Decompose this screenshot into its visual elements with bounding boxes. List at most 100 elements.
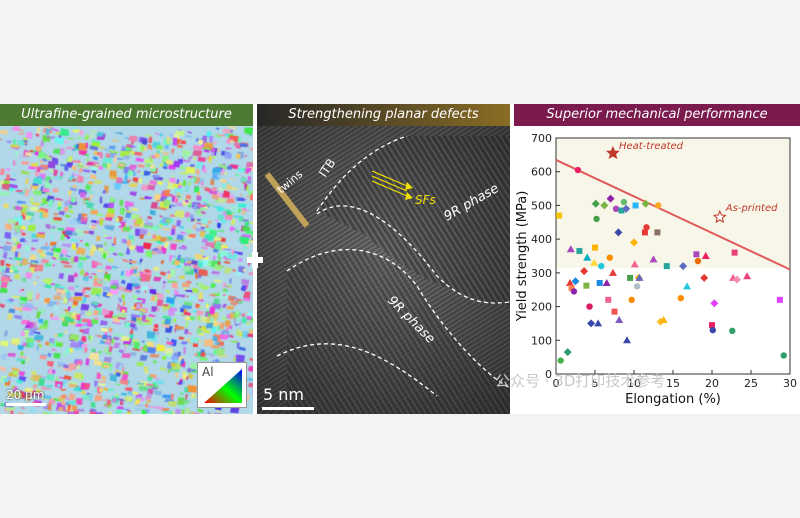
data-point [654,229,661,236]
data-point [694,257,702,265]
data-point [592,244,598,251]
data-point [677,294,684,302]
microstructure-panel-title: Ultrafine-grained microstructure [0,104,253,126]
data-point [729,327,736,335]
data-point [663,263,670,270]
data-point [591,199,600,208]
data-point [700,273,709,282]
highlight-star-marker [712,209,727,224]
data-point [587,319,596,328]
sfs-label: SFs [415,193,436,207]
y-tick-label: 700 [531,132,552,145]
data-point [679,262,688,271]
data-point [649,255,658,263]
data-point [659,316,668,324]
data-point [710,299,719,308]
data-point [574,166,582,174]
ipf-color-key: Al [197,362,247,408]
data-point [583,282,590,289]
data-point [563,348,572,357]
data-point [622,204,631,213]
plus-icon [247,252,263,268]
data-point [606,194,615,203]
data-point [709,326,716,334]
defects-panel-title: Strengthening planar defects [257,104,510,126]
data-point [614,228,623,237]
scale-bar: 20 μm [6,388,46,406]
data-point [709,322,715,329]
data-point [654,202,662,209]
data-point [615,316,624,324]
data-point [566,278,575,286]
data-point [643,224,650,231]
data-point [630,238,638,247]
x-tick-label: 20 [705,377,719,390]
data-point [701,252,710,259]
data-point [641,229,648,236]
yield-elongation-chart: 0 5 10 15 20 25 300100200300400500600700Elonga… [515,132,797,407]
microstructure-panel: Ultrafine-grained microstructure 20 μm [0,104,253,414]
defects-scale-bar-label: 5 nm [263,385,304,404]
data-point [776,296,783,303]
data-point [641,199,650,208]
data-point [602,278,611,286]
data-point [598,262,605,270]
data-point [743,272,752,280]
data-point [571,277,580,286]
data-point [632,202,639,209]
y-tick-label: 300 [531,267,552,280]
highlight-label: As-printed [725,203,778,214]
ipf-triangle [204,369,242,403]
data-point [628,296,635,304]
data-point [683,282,692,290]
data-point [596,279,603,286]
y-tick-label: 200 [531,301,552,314]
scale-bar-line [6,403,46,406]
data-point [594,319,603,327]
data-point [586,303,593,310]
ebsd-map: 20 μm Al [0,126,253,414]
data-point [608,268,617,276]
hrtem-image: twins ITB SFs 9R phase 9R phase 5 nm [257,126,510,414]
watermark: 公众号 · 3D打印技术参考 [495,372,666,390]
x-tick-label: 5 [592,377,599,390]
y-tick-label: 100 [531,334,552,347]
x-tick-label: 15 [666,377,680,390]
data-point [570,288,578,295]
data-point [605,296,612,303]
data-point [732,275,741,284]
data-point [612,205,620,212]
data-point [606,254,614,261]
data-point [622,336,631,344]
data-point [635,273,644,281]
data-point [633,283,641,290]
mechanical-panel-title: Superior mechanical performance [514,104,800,126]
y-axis-label: Yield strength (MPa) [515,191,530,323]
data-point [620,198,628,206]
data-point [576,247,583,254]
data-point [556,212,563,219]
data-point [566,245,575,253]
data-point [557,357,564,364]
mechanical-panel: Superior mechanical performance 0 5 10 15 20… [514,104,800,414]
defects-panel: Strengthening planar defects [257,104,510,414]
data-point [590,258,599,266]
highlight-star-marker [605,145,620,160]
data-point [627,274,634,281]
trend-line [555,159,791,271]
data-point [731,249,738,256]
data-point [693,251,700,258]
y-tick-label: 0 [545,368,552,381]
data-point [611,308,618,315]
figure: Ultrafine-grained microstructure 20 μm [0,104,800,414]
y-tick-label: 500 [531,199,552,212]
data-point [600,201,609,210]
legend-label: Al [202,365,214,379]
highlight-label: Heat-treated [619,141,684,152]
x-axis-label: Elongation (%) [625,392,721,407]
scale-bar-label: 20 μm [6,388,45,402]
x-tick-label: 10 [627,377,641,390]
x-tick-label: 30 [783,377,797,390]
data-point [593,215,600,223]
x-tick-label: 25 [744,377,758,390]
